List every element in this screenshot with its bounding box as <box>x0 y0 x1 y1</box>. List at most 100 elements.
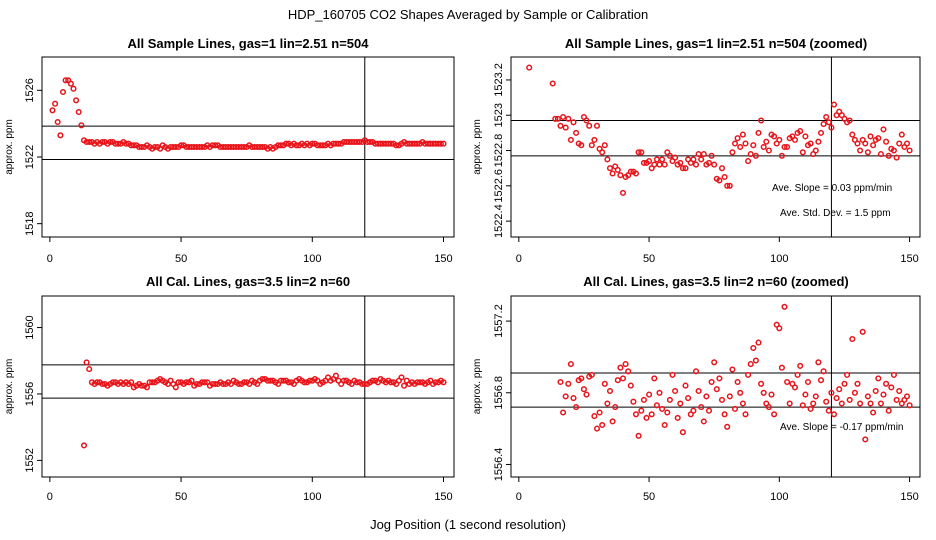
data-point <box>846 396 853 403</box>
data-point <box>570 119 577 126</box>
figure-title: HDP_160705 CO2 Shapes Averaged by Sample… <box>288 7 648 22</box>
data-point <box>716 177 723 184</box>
data-point <box>583 117 590 124</box>
data-point <box>836 386 843 393</box>
data-point <box>653 402 660 409</box>
data-point <box>241 379 248 386</box>
data-point <box>361 380 368 388</box>
plot-area: 0 50 100 150 1552 1556 1560 approx. ppm <box>4 295 455 503</box>
data-point <box>786 400 793 407</box>
data-point <box>784 143 791 151</box>
data-point <box>674 414 681 421</box>
data-point <box>49 107 56 114</box>
data-point <box>854 140 861 147</box>
data-point <box>700 151 707 158</box>
data-point <box>752 152 759 159</box>
data-point <box>771 133 778 140</box>
plot-frame <box>41 295 455 478</box>
data-point <box>601 380 608 387</box>
data-point <box>784 378 791 386</box>
data-point <box>700 418 707 425</box>
data-point <box>692 161 700 168</box>
data-point <box>259 143 266 151</box>
data-point <box>893 396 900 403</box>
data-point <box>122 140 130 147</box>
data-point <box>862 140 869 147</box>
data-point <box>70 85 77 92</box>
data-point <box>820 368 827 375</box>
y-tick-label: 1523 <box>493 103 505 127</box>
data-point <box>778 152 785 159</box>
data-point <box>672 387 679 395</box>
data-point <box>562 393 569 400</box>
data-point <box>755 129 762 136</box>
data-point <box>586 122 593 129</box>
data-point <box>812 393 819 400</box>
data-point <box>67 80 74 87</box>
data-point <box>825 119 832 126</box>
data-point <box>94 379 101 386</box>
data-point <box>609 418 616 425</box>
x-tick-label: 50 <box>643 491 655 503</box>
y-axis-label: approx. ppm <box>472 119 483 175</box>
data-point <box>851 389 858 396</box>
data-point <box>705 159 713 166</box>
data-point <box>711 161 718 168</box>
data-point <box>890 371 897 378</box>
data-point <box>398 374 405 381</box>
y-tick-label: 1560 <box>24 315 36 339</box>
data-point <box>285 379 292 386</box>
data-point <box>656 161 663 168</box>
data-point <box>734 378 741 386</box>
data-point <box>78 122 85 129</box>
data-point <box>138 382 145 389</box>
plot-area: 0 50 100 150 1518 1522 1526 approx. ppm <box>4 56 455 265</box>
data-point <box>557 122 564 129</box>
data-point <box>619 189 627 196</box>
data-point <box>708 378 715 386</box>
plot-area: 0 50 100 150 1556.4 1556.8 1557.2 approx. ppm Av… <box>472 295 921 503</box>
data-point <box>565 115 572 122</box>
data-point <box>638 149 645 156</box>
data-point <box>149 379 156 386</box>
data-point <box>283 140 290 147</box>
data-point <box>567 361 574 368</box>
data-point <box>830 411 838 418</box>
y-axis-label: approx. ppm <box>4 359 15 415</box>
x-tick-label: 0 <box>47 253 53 265</box>
data-point <box>867 400 874 407</box>
data-point <box>880 126 887 133</box>
data-point <box>737 143 744 151</box>
data-point <box>721 411 728 418</box>
data-point <box>695 151 702 158</box>
plot-frame <box>510 295 921 478</box>
data-point <box>241 143 248 151</box>
data-point <box>335 140 342 147</box>
data-point <box>52 100 59 107</box>
data-point <box>369 377 376 384</box>
data-point <box>661 421 668 429</box>
y-tick-label: 1556.8 <box>493 376 505 410</box>
data-point <box>526 64 533 71</box>
x-tick-label: 100 <box>770 491 788 503</box>
data-point <box>573 404 580 411</box>
data-point <box>807 140 814 147</box>
data-point <box>716 375 723 382</box>
data-point <box>685 395 692 402</box>
data-point <box>823 398 830 405</box>
data-point <box>802 391 809 398</box>
data-point <box>627 168 634 175</box>
data-point <box>713 386 720 393</box>
data-point <box>877 151 884 158</box>
data-point <box>823 113 830 121</box>
data-point <box>172 384 179 391</box>
data-point <box>718 165 726 172</box>
data-point <box>107 138 114 146</box>
data-point <box>212 142 219 149</box>
panel-cal-lines: All Cal. Lines, gas=3.5 lin=2 n=60 0 50 10… <box>4 274 455 503</box>
data-point <box>596 409 603 416</box>
data-point <box>617 364 624 371</box>
data-point <box>609 170 616 177</box>
x-tick-label: 0 <box>47 491 53 503</box>
